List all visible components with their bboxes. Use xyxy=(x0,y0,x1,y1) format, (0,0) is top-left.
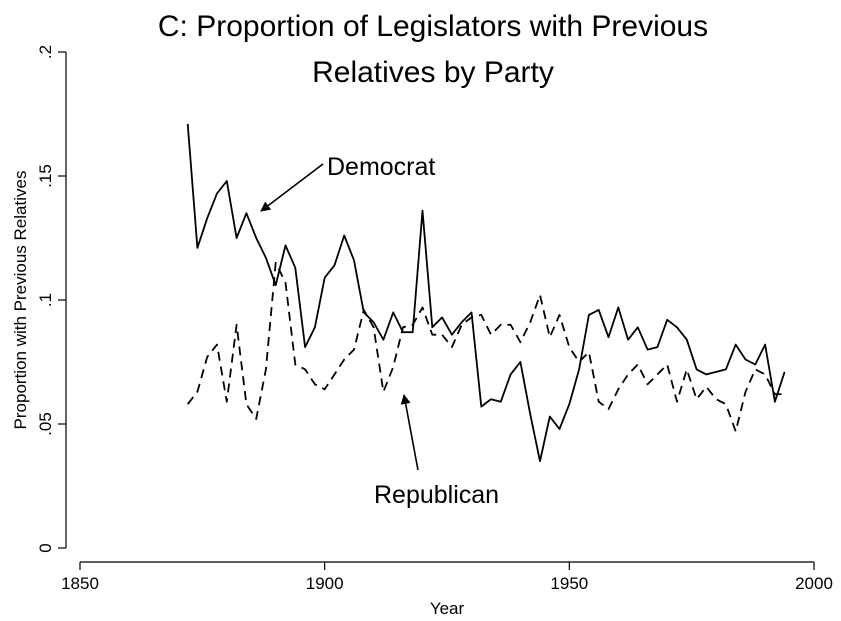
chart-title-line-1: C: Proportion of Legislators with Previo… xyxy=(158,10,708,43)
x-tick-label: 1900 xyxy=(306,574,344,593)
y-tick-label: .2 xyxy=(36,45,55,59)
series-line-democrat xyxy=(186,123,786,463)
y-axis-ticks: 0 .05 .1 .15 .2 xyxy=(36,45,66,553)
republican-annotation: Republican xyxy=(374,481,499,509)
chart-title-line-2: Relatives by Party xyxy=(312,56,554,89)
x-axis-ticks: 1850 1900 1950 2000 xyxy=(61,562,833,593)
x-tick-label: 1850 xyxy=(61,574,99,593)
x-axis-label: Year xyxy=(430,599,465,618)
y-tick-label: 0 xyxy=(36,543,55,552)
x-tick-label: 2000 xyxy=(795,574,833,593)
republican-arrow xyxy=(400,394,419,471)
y-tick-label: .05 xyxy=(36,412,55,436)
y-tick-label: .15 xyxy=(36,164,55,188)
democrat-annotation: Democrat xyxy=(327,153,435,181)
y-axis-label: Proportion with Previous Relatives xyxy=(11,171,30,430)
y-tick-label: .1 xyxy=(36,293,55,307)
democrat-arrow xyxy=(260,163,324,212)
x-tick-label: 1950 xyxy=(550,574,588,593)
series-layer xyxy=(186,123,786,463)
series-line-republican xyxy=(186,261,785,433)
